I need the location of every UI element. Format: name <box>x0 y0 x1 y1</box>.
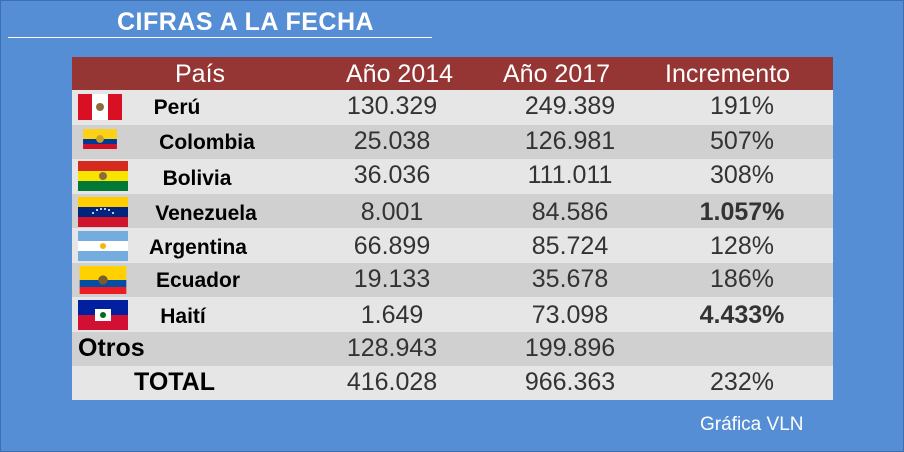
value-incremento: 232% <box>710 368 774 396</box>
table-row: Colombia 25.038 126.981 507% <box>72 124 833 159</box>
value-2017: 199.896 <box>524 334 616 362</box>
bolivia-flag-icon <box>78 161 128 191</box>
header-pais: País <box>175 60 226 88</box>
country-name: Haití <box>160 305 206 328</box>
value-2014: 66.899 <box>353 232 431 260</box>
value-incremento: 1.057% <box>699 197 785 226</box>
value-2017: 966.363 <box>524 368 616 396</box>
value-2017: 85.724 <box>531 232 609 260</box>
venezuela-flag-icon <box>78 196 128 227</box>
value-2017: 126.981 <box>524 126 616 155</box>
country-name: Venezuela <box>155 201 257 225</box>
value-incremento: 4.433% <box>699 301 785 329</box>
value-2014: 36.036 <box>353 161 431 189</box>
country-name: Ecuador <box>155 268 241 292</box>
header-2014: Año 2014 <box>346 60 454 88</box>
value-2014: 128.943 <box>346 334 438 362</box>
table-row: Haití 1.649 73.098 4.433% <box>72 297 833 332</box>
value-2017: 111.011 <box>527 161 613 189</box>
table-row: Ecuador 19.133 35.678 186% <box>72 262 833 297</box>
value-2017: 249.389 <box>524 92 616 120</box>
colombia-flag-icon <box>83 128 117 149</box>
table-row: Venezuela 8.001 84.586 1.057% <box>72 193 833 228</box>
value-2014: 19.133 <box>353 264 431 293</box>
table-row: Argentina 66.899 85.724 128% <box>72 228 833 263</box>
value-2014: 130.329 <box>346 92 438 120</box>
country-name: Perú <box>153 96 201 119</box>
country-name: Colombia <box>159 130 255 154</box>
argentina-flag-icon <box>78 231 128 261</box>
value-2014: 1.649 <box>360 301 424 329</box>
header-2017: Año 2017 <box>503 60 611 88</box>
ecuador-flag-icon <box>79 265 127 294</box>
value-incremento: 128% <box>710 232 774 260</box>
title-underline <box>8 37 432 38</box>
value-2017: 84.586 <box>531 197 609 226</box>
value-2017: 73.098 <box>531 301 609 329</box>
value-incremento: 308% <box>710 161 774 189</box>
otros-label: Otros <box>78 334 145 362</box>
total-label: TOTAL <box>134 368 216 396</box>
haiti-flag-icon <box>78 300 128 330</box>
otros-row: Otros 128.943 199.896 <box>72 332 833 366</box>
value-incremento: 191% <box>710 92 774 120</box>
table-row: Bolivia 36.036 111.011 308% <box>72 159 833 194</box>
value-incremento: 507% <box>710 126 774 155</box>
table-row: Perú 130.329 249.389 191% <box>72 90 833 125</box>
value-2014: 416.028 <box>346 368 438 396</box>
value-incremento: 186% <box>710 264 774 293</box>
data-table: País Año 2014 Año 2017 Incremento Perú 1… <box>72 57 833 400</box>
page-title: CIFRAS A LA FECHA <box>117 8 375 36</box>
total-row: TOTAL 416.028 966.363 232% <box>72 366 833 400</box>
header-incremento: Incremento <box>665 60 791 88</box>
value-2014: 25.038 <box>353 126 431 155</box>
peru-flag-icon <box>78 94 122 120</box>
table-header: País Año 2014 Año 2017 Incremento <box>72 57 833 90</box>
credit-label: Gráfica VLN <box>700 414 804 435</box>
country-name: Argentina <box>148 236 247 259</box>
value-2017: 35.678 <box>531 264 609 293</box>
value-2014: 8.001 <box>360 197 424 226</box>
country-name: Bolivia <box>162 167 232 190</box>
